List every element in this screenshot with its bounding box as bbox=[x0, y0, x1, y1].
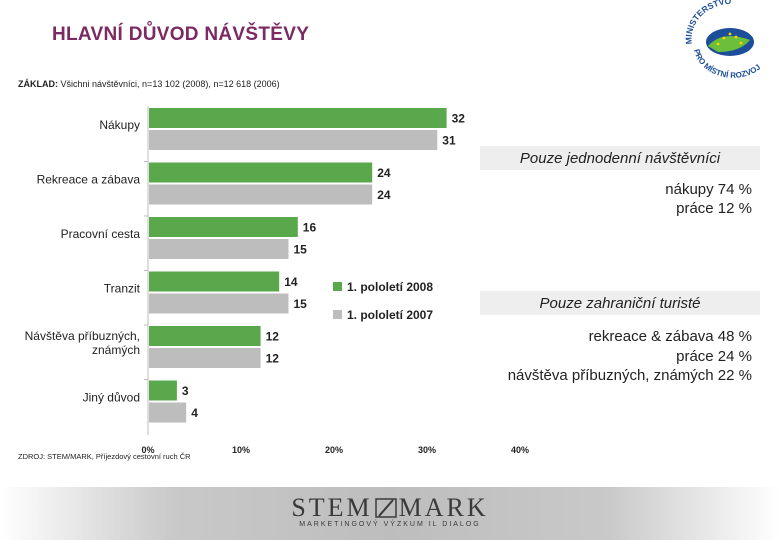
basis-label: ZÁKLAD: bbox=[18, 79, 58, 89]
panel-foreign-tourists-title: Pouze zahraniční turisté bbox=[480, 291, 760, 315]
bar bbox=[149, 239, 289, 259]
bar bbox=[149, 217, 298, 237]
x-tick-label: 20% bbox=[325, 445, 343, 455]
data-label: 3 bbox=[182, 384, 189, 398]
category-label: Tranzit bbox=[104, 282, 141, 296]
panel-day-visitors-line: práce 12 % bbox=[676, 200, 752, 217]
footer-brand-right: MARK bbox=[398, 493, 489, 522]
category-label: Rekreace a zábava bbox=[37, 173, 141, 187]
data-label: 15 bbox=[294, 297, 308, 311]
data-label: 12 bbox=[266, 330, 280, 344]
panel-foreign-tourists-line: návštěva příbuzných, známých 22 % bbox=[507, 367, 752, 384]
category-label: Pracovní cesta bbox=[61, 227, 141, 241]
category-label: Nákupy bbox=[99, 118, 140, 132]
data-label: 24 bbox=[377, 188, 391, 202]
x-tick-label: 40% bbox=[511, 445, 529, 455]
footer-bar bbox=[0, 487, 780, 540]
bar bbox=[149, 348, 261, 368]
data-label: 12 bbox=[266, 352, 280, 366]
bar bbox=[149, 293, 289, 314]
bar bbox=[149, 130, 438, 150]
panel-foreign-tourists-line: rekreace & zábava 48 % bbox=[588, 328, 752, 345]
x-tick-label: 0% bbox=[141, 445, 154, 455]
legend-swatch bbox=[333, 282, 342, 291]
legend-label: 1. pololetí 2008 bbox=[347, 280, 433, 294]
bar bbox=[149, 326, 261, 346]
basis-text: Všichni návštěvníci, n=13 102 (2008), n=… bbox=[60, 79, 280, 89]
bar bbox=[149, 108, 447, 128]
x-tick-label: 10% bbox=[232, 445, 250, 455]
panel-day-visitors-line: nákupy 74 % bbox=[665, 181, 752, 198]
brand-slash-icon bbox=[374, 498, 397, 518]
footer-logo: STEM MARK MARKETINGOVÝ VÝZKUM IL DIALOG bbox=[0, 487, 780, 528]
footer-brand-left: STEM bbox=[291, 493, 373, 522]
footer-tagline: MARKETINGOVÝ VÝZKUM IL DIALOG bbox=[299, 521, 481, 528]
basis-note: ZÁKLAD: Všichni návštěvníci, n=13 102 (2… bbox=[18, 79, 280, 89]
source-note: ZDROJ: STEM/MARK, Příjezdový cestovní ru… bbox=[18, 452, 191, 461]
bar bbox=[149, 184, 373, 205]
legend-label: 1. pololetí 2007 bbox=[347, 308, 433, 322]
x-tick-label: 30% bbox=[418, 445, 436, 455]
category-label: Jiný důvod bbox=[83, 391, 140, 405]
panel-foreign-tourists-line: práce 24 % bbox=[676, 348, 752, 365]
legend-swatch bbox=[333, 310, 342, 319]
page-title: HLAVNÍ DŮVOD NÁVŠTĚVY bbox=[52, 24, 310, 45]
bar bbox=[149, 380, 177, 401]
ministry-logo: MINISTERSTVO PRO MÍSTNÍ ROZVOJ bbox=[683, 0, 762, 78]
data-label: 4 bbox=[191, 406, 198, 420]
data-label: 14 bbox=[284, 275, 298, 289]
data-label: 16 bbox=[303, 221, 317, 235]
data-label: 32 bbox=[452, 112, 466, 126]
panel-day-visitors-title: Pouze jednodenní návštěvníci bbox=[480, 146, 760, 170]
category-label: Návštěva příbuzných, známých bbox=[25, 329, 140, 357]
bar bbox=[149, 162, 373, 183]
data-label: 15 bbox=[294, 243, 308, 257]
bar bbox=[149, 402, 187, 423]
data-label: 31 bbox=[442, 134, 456, 148]
bar bbox=[149, 271, 280, 292]
data-label: 24 bbox=[377, 166, 391, 180]
